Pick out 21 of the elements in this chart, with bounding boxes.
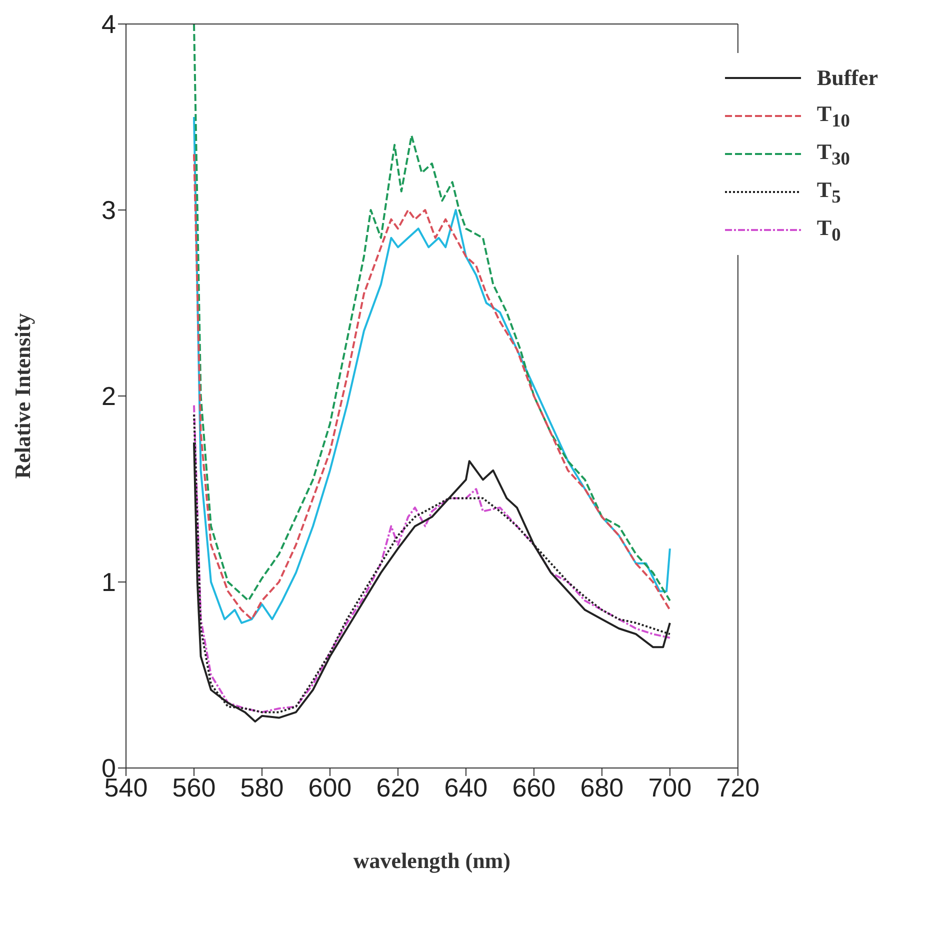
x-tick-label: 680 [580, 772, 624, 802]
x-tick-label: 620 [376, 772, 420, 802]
legend-label: T$_{5}$ [816, 176, 841, 208]
y-tick-label: 3 [102, 195, 116, 226]
line-series [192, 24, 671, 602]
y-tick-label: 2 [102, 381, 116, 412]
legend-label: Buffer [816, 65, 878, 91]
legend-label: T$_{10}$ [816, 100, 850, 132]
x-tick-label: 700 [648, 772, 692, 802]
x-tick-label: 640 [444, 772, 488, 802]
x-tick-label: 600 [308, 772, 352, 802]
x-tick-label: 580 [240, 772, 284, 802]
x-tick-label: 720 [716, 772, 760, 802]
legend-label: T$_{0}$ [816, 214, 841, 246]
y-tick-label: 1 [102, 567, 116, 598]
x-tick-label: 560 [172, 772, 216, 802]
y-tick-label: 4 [102, 9, 116, 40]
x-tick-label: 660 [512, 772, 556, 802]
legend-label: T$_{30}$ [816, 138, 850, 170]
y-axis-title: Relative Intensity [10, 313, 35, 479]
x-axis-title: wavelength (nm) [353, 848, 510, 873]
